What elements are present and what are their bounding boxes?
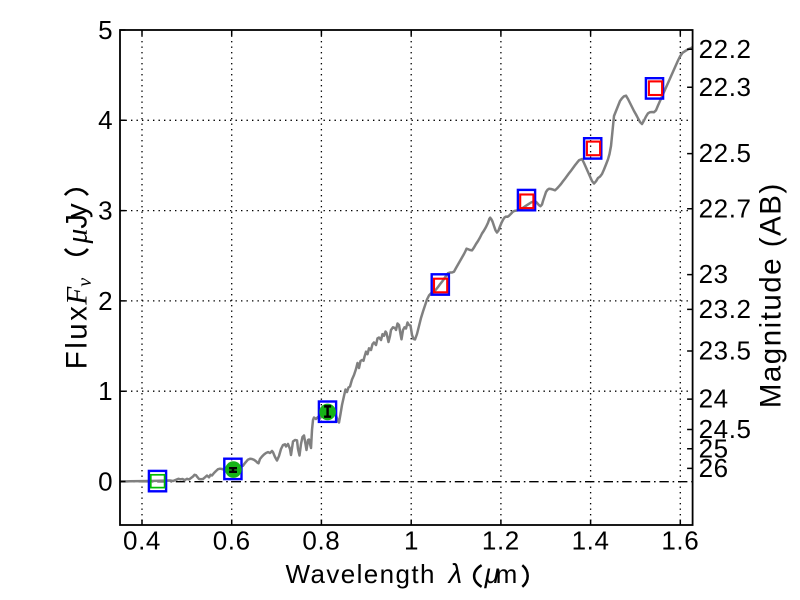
svg-text:24: 24 bbox=[699, 384, 729, 414]
svg-text:22.3: 22.3 bbox=[699, 72, 752, 102]
svg-text:4: 4 bbox=[98, 105, 112, 135]
svg-text:0.8: 0.8 bbox=[302, 526, 340, 556]
svg-text:1: 1 bbox=[404, 526, 418, 556]
svg-text:μJy: μJy bbox=[60, 203, 93, 244]
svg-text:λ: λ bbox=[447, 558, 463, 589]
svg-text:Fν: Fν bbox=[61, 278, 96, 306]
svg-text:1.2: 1.2 bbox=[482, 526, 520, 556]
svg-text:23.2: 23.2 bbox=[699, 294, 752, 324]
svg-text:24.5: 24.5 bbox=[699, 414, 752, 444]
svg-text:26: 26 bbox=[699, 453, 729, 483]
svg-text:Magnitude (AB): Magnitude (AB) bbox=[755, 182, 788, 408]
svg-text:22.2: 22.2 bbox=[699, 34, 752, 64]
svg-text:23: 23 bbox=[699, 259, 729, 289]
svg-text:Flux: Flux bbox=[60, 304, 93, 370]
svg-text:2: 2 bbox=[98, 286, 112, 316]
svg-text:Wavelength: Wavelength bbox=[286, 559, 436, 589]
svg-text:μ: μ bbox=[484, 559, 500, 589]
svg-text:m: m bbox=[496, 559, 518, 589]
svg-text:22.7: 22.7 bbox=[699, 193, 752, 223]
svg-text:0.4: 0.4 bbox=[123, 526, 161, 556]
svg-text:25: 25 bbox=[699, 433, 729, 463]
svg-text:22.5: 22.5 bbox=[699, 138, 752, 168]
svg-text:3: 3 bbox=[98, 196, 112, 226]
svg-text:0.6: 0.6 bbox=[213, 526, 251, 556]
svg-text:1.6: 1.6 bbox=[661, 526, 699, 556]
svg-text:1.4: 1.4 bbox=[572, 526, 610, 556]
svg-text:0: 0 bbox=[98, 466, 112, 496]
svg-text:5: 5 bbox=[98, 15, 112, 45]
svg-text:1: 1 bbox=[98, 376, 112, 406]
svg-text:23.5: 23.5 bbox=[699, 336, 752, 366]
